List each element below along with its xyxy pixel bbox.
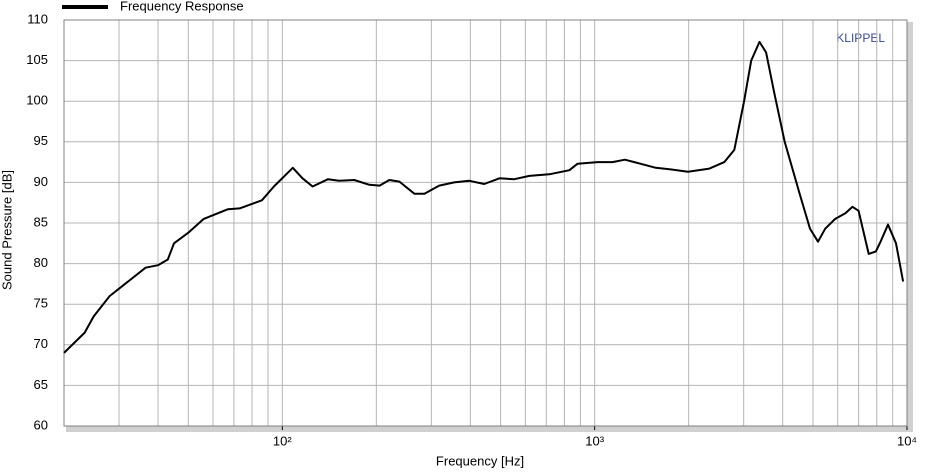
y-tick-label: 75 — [34, 296, 48, 311]
frame-shadow — [907, 22, 913, 432]
watermark: KLIPPEL — [836, 31, 885, 45]
y-tick-label: 85 — [34, 214, 48, 229]
y-tick-label: 90 — [34, 174, 48, 189]
y-tick-label: 70 — [34, 336, 48, 351]
x-tick-label: 10² — [273, 433, 292, 448]
series-line — [63, 40, 905, 354]
y-tick-label: 110 — [27, 11, 48, 26]
y-tick-label: 105 — [26, 52, 48, 67]
y-tick-label: 95 — [34, 133, 48, 148]
x-tick-label: 10³ — [585, 433, 604, 448]
frame-shadow — [66, 426, 913, 432]
y-tick-label: 60 — [34, 417, 48, 432]
x-axis-label: Frequency [Hz] — [436, 453, 524, 468]
y-tick-label: 65 — [34, 377, 48, 392]
y-tick-label: 80 — [34, 255, 48, 270]
plot-frame — [63, 19, 908, 427]
y-axis-label: Sound Pressure [dB] — [0, 170, 14, 290]
legend-label: Frequency Response — [120, 0, 244, 13]
y-tick-label: 100 — [26, 93, 48, 108]
x-tick-label: 10⁴ — [897, 433, 917, 448]
